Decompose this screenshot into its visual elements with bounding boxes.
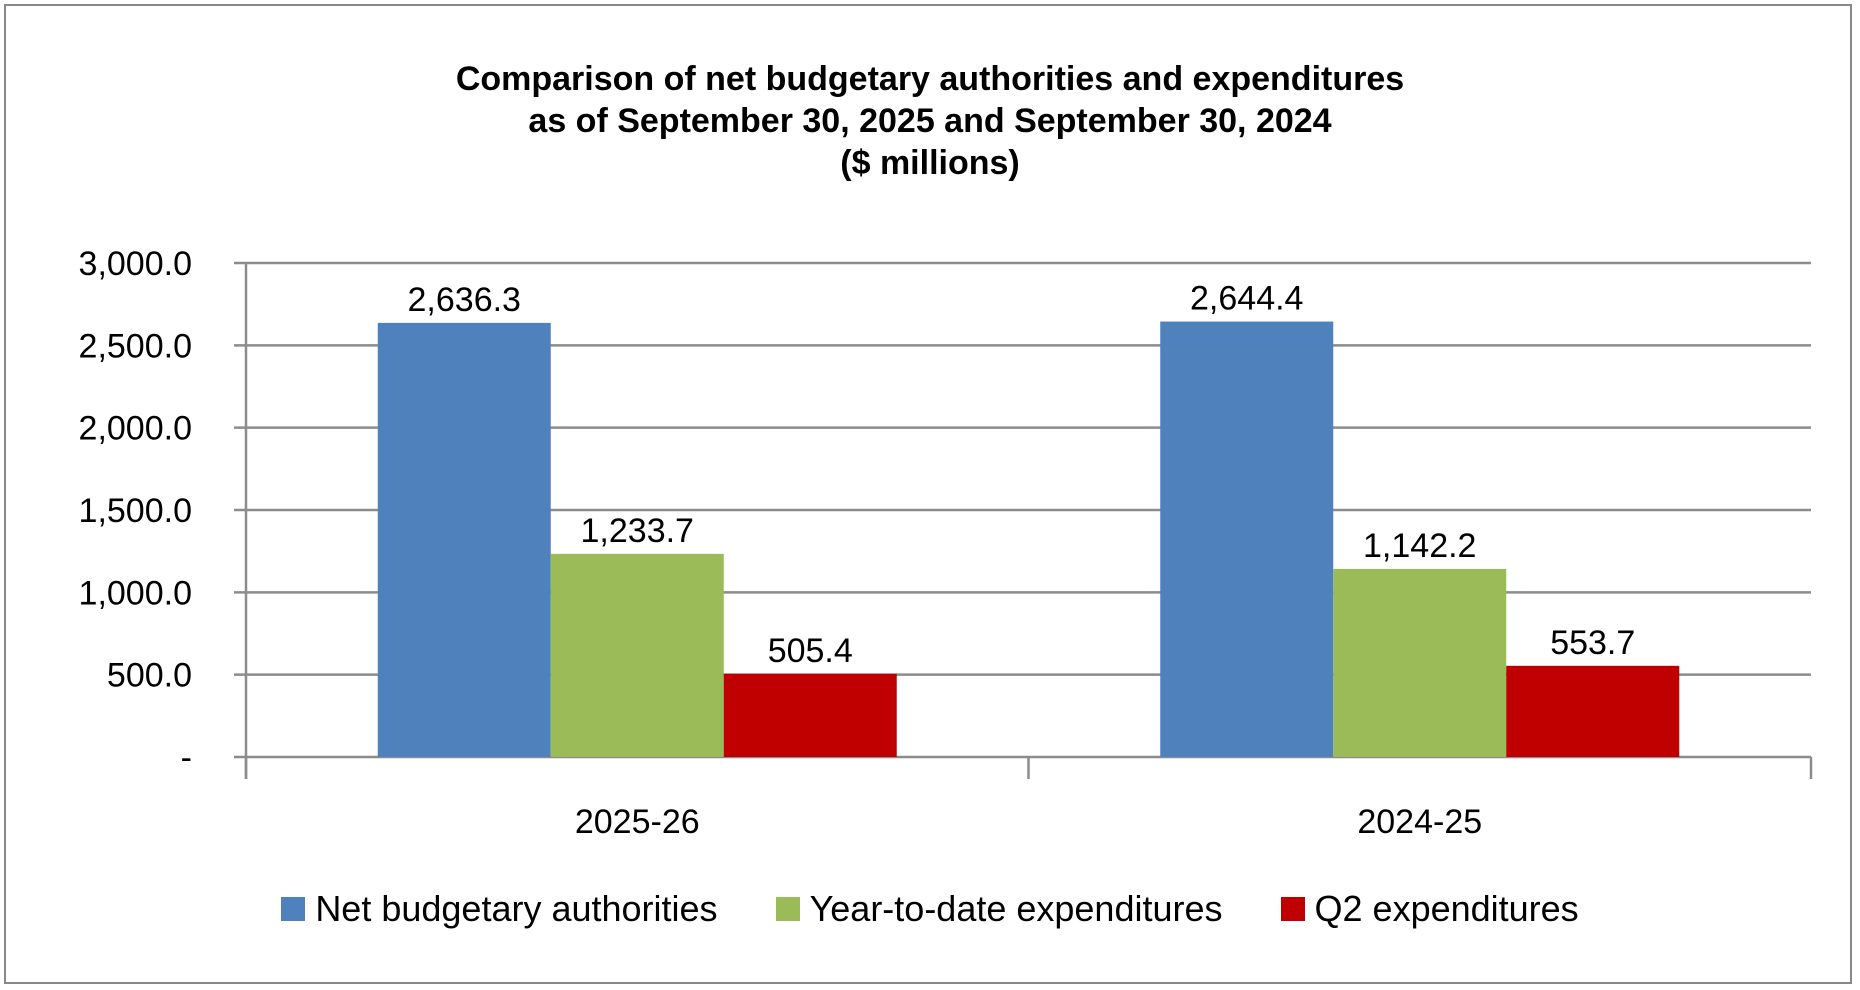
y-tick-label: - [181, 739, 192, 777]
bar [1506, 665, 1680, 757]
y-tick-label: 2,000.0 [79, 410, 192, 448]
legend-swatch [775, 897, 800, 921]
chart-frame [4, 4, 1852, 984]
legend-item: Q2 expenditures [1280, 888, 1579, 930]
legend-label: Year-to-date expenditures [809, 888, 1223, 929]
data-label: 553.7 [1550, 624, 1635, 662]
bar [550, 553, 724, 757]
bar [1333, 568, 1507, 757]
title-line-2: as of September 30, 2025 and September 3… [528, 102, 1332, 140]
title-line-3: ($ millions) [840, 144, 1020, 182]
bar [1160, 321, 1334, 757]
title-line-1: Comparison of net budgetary authorities … [455, 60, 1405, 98]
legend: Net budgetary authorities Year-to-date ex… [0, 888, 1860, 930]
legend-item: Year-to-date expenditures [775, 888, 1223, 930]
legend-swatch [281, 897, 306, 921]
data-label: 1,233.7 [581, 512, 694, 550]
y-tick-label: 1,000.0 [79, 574, 192, 612]
y-tick-label: 2,500.0 [79, 327, 192, 365]
x-tick-label: 2024-25 [1357, 803, 1482, 841]
y-tick-label: 500.0 [107, 657, 192, 695]
bar [723, 673, 897, 757]
chart-title: Comparison of net budgetary authorities … [0, 58, 1860, 184]
y-tick-label: 3,000.0 [79, 245, 192, 283]
data-label: 505.4 [768, 632, 853, 670]
legend-item: Net budgetary authorities [281, 888, 718, 930]
legend-swatch [1280, 897, 1305, 921]
legend-label: Q2 expenditures [1314, 888, 1579, 929]
bar [377, 322, 551, 757]
x-tick-label: 2025-26 [575, 803, 700, 841]
data-label: 2,636.3 [408, 281, 521, 319]
legend-label: Net budgetary authorities [315, 888, 718, 929]
y-tick-label: 1,500.0 [79, 492, 192, 530]
data-label: 1,142.2 [1363, 527, 1476, 565]
data-label: 2,644.4 [1190, 280, 1303, 318]
